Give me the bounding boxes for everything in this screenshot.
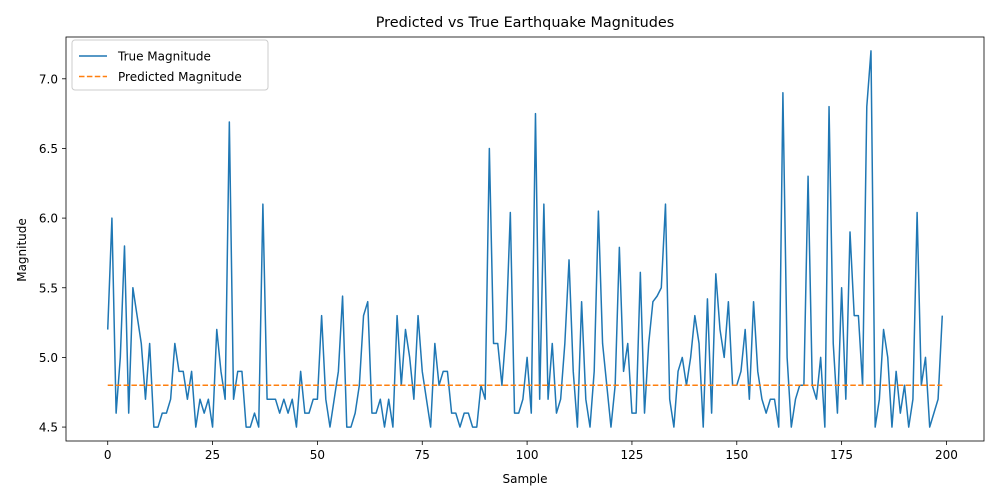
x-tick-label: 50 xyxy=(310,448,325,462)
x-axis-label: Sample xyxy=(503,472,548,486)
x-tick-label: 150 xyxy=(725,448,748,462)
legend-true-label: True Magnitude xyxy=(117,50,211,64)
y-tick-label: 6.5 xyxy=(39,142,58,156)
legend: True Magnitude Predicted Magnitude xyxy=(71,39,269,91)
x-tick-label: 175 xyxy=(830,448,853,462)
chart-title: Predicted vs True Earthquake Magnitudes xyxy=(376,15,675,31)
y-tick-label: 5.0 xyxy=(39,351,58,365)
x-tick-label: 200 xyxy=(935,448,958,462)
axes-frame xyxy=(65,36,985,442)
x-tick-label: 25 xyxy=(205,448,220,462)
y-tick-label: 7.0 xyxy=(39,72,58,86)
y-tick-label: 5.5 xyxy=(39,281,58,295)
legend-box xyxy=(71,39,269,91)
x-tick-label: 75 xyxy=(415,448,430,462)
y-axis-label: Magnitude xyxy=(15,218,29,282)
y-tick-label: 4.5 xyxy=(39,421,58,435)
legend-predicted-label: Predicted Magnitude xyxy=(118,70,242,84)
y-tick-label: 6.0 xyxy=(39,212,58,226)
x-tick-label: 0 xyxy=(104,448,112,462)
x-tick-label: 125 xyxy=(620,448,643,462)
true-magnitude-line xyxy=(106,50,944,428)
plot-area: 0 25 50 75 100 125 150 175 200 4.5 5.0 5.5 6.0 6.5 7.0 xyxy=(39,36,985,462)
x-tick-label: 100 xyxy=(516,448,539,462)
